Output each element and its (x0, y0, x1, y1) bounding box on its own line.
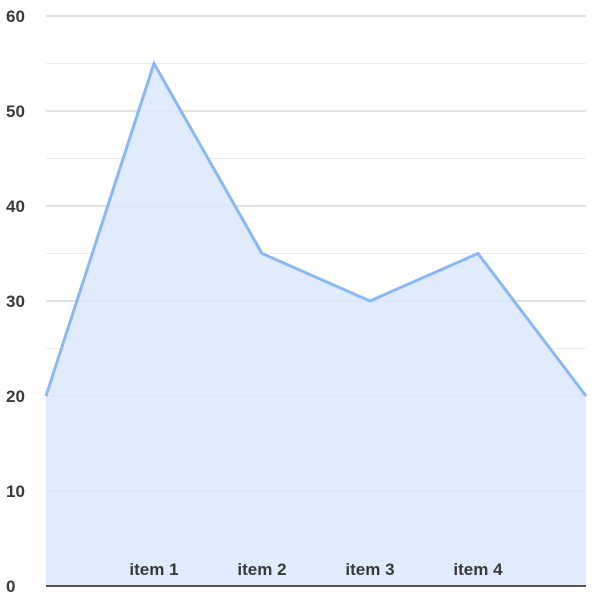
x-tick-label: item 2 (237, 560, 286, 579)
x-axis-tick-labels: item 1 item 2 item 3 item 4 (129, 560, 503, 579)
y-tick-label: 30 (6, 292, 25, 311)
y-axis-tick-labels: 0 10 20 30 40 50 60 (6, 7, 25, 596)
y-tick-label: 40 (6, 197, 25, 216)
area-series (44, 59, 588, 586)
y-tick-label: 10 (6, 482, 25, 501)
series-line (44, 59, 588, 397)
x-tick-label: item 4 (453, 560, 503, 579)
y-tick-label: 0 (6, 577, 15, 596)
area-fill (46, 63, 586, 586)
y-tick-label: 60 (6, 7, 25, 26)
x-tick-label: item 1 (129, 560, 178, 579)
y-tick-label: 20 (6, 387, 25, 406)
y-tick-label: 50 (6, 102, 25, 121)
x-tick-label: item 3 (345, 560, 394, 579)
